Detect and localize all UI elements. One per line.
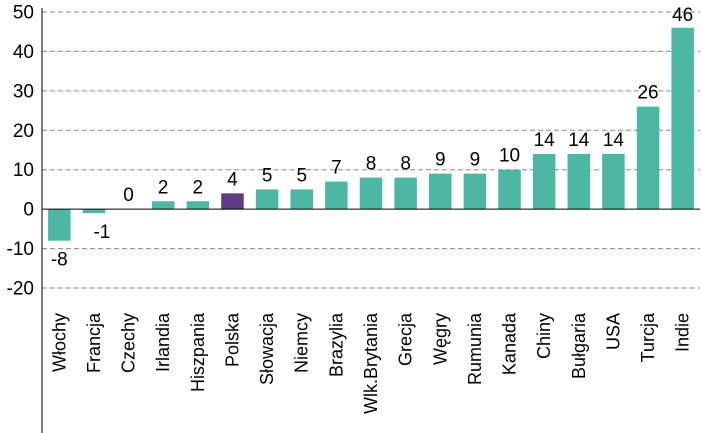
data-label-16: 14 <box>603 130 625 151</box>
data-label-15: 14 <box>568 130 590 151</box>
category-label-10: Grecja <box>396 312 416 366</box>
bar-12 <box>463 173 487 210</box>
bar-15 <box>567 153 591 210</box>
category-label-5: Polska <box>222 312 242 367</box>
bar-6 <box>255 189 279 210</box>
data-label-17: 26 <box>637 83 658 104</box>
bars <box>48 27 694 241</box>
data-label-10: 8 <box>400 154 411 175</box>
category-label-16: USA <box>603 313 623 350</box>
bar-17 <box>636 106 660 210</box>
category-label-9: Wlk.Brytania <box>361 312 381 414</box>
data-label-18: 46 <box>672 5 693 26</box>
category-label-6: Słowacja <box>257 312 277 385</box>
gridlines <box>42 11 700 289</box>
bar-8 <box>325 181 348 210</box>
data-label-6: 5 <box>262 165 273 186</box>
category-label-3: Irlandia <box>153 312 173 372</box>
bar-11 <box>429 173 452 210</box>
category-label-4: Hiszpania <box>188 312 208 392</box>
data-label-9: 8 <box>366 154 377 175</box>
data-label-7: 5 <box>296 165 307 186</box>
data-label-11: 9 <box>435 150 446 171</box>
y-tick-label: 40 <box>13 42 34 63</box>
category-label-8: Brazylia <box>326 312 346 377</box>
category-label-13: Kanada <box>500 312 520 375</box>
bar-14 <box>532 153 556 210</box>
bar-5 <box>221 193 244 210</box>
data-label-5: 4 <box>227 169 238 190</box>
y-tick-label: 0 <box>23 200 34 221</box>
category-label-12: Rumunia <box>465 312 485 385</box>
y-tick-label: 30 <box>13 81 34 102</box>
data-label-14: 14 <box>534 130 556 151</box>
data-label-1: -1 <box>93 222 110 243</box>
bar-7 <box>290 189 313 210</box>
category-label-1: Francja <box>84 312 104 373</box>
y-tick-label: 50 <box>13 3 34 24</box>
bar-13 <box>498 169 521 210</box>
data-label-2: 0 <box>123 185 134 206</box>
category-labels: Włochy Francja Czechy Irlandia Hiszpania Pols… <box>49 312 692 414</box>
bar-1 <box>82 209 106 214</box>
data-label-12: 9 <box>470 150 481 171</box>
bar-10 <box>394 177 417 210</box>
bar-18 <box>671 27 694 210</box>
data-label-0: -8 <box>51 250 68 271</box>
y-axis-tick-labels: 50 40 30 20 10 0 -10 -20 <box>7 3 34 300</box>
y-tick-label: 10 <box>13 160 34 181</box>
data-label-13: 10 <box>499 146 520 167</box>
y-tick-label: -20 <box>7 279 34 300</box>
bar-3 <box>151 201 175 210</box>
category-label-11: Węgry <box>430 313 450 365</box>
y-tick-label: 20 <box>13 121 34 142</box>
category-label-15: Bułgaria <box>569 312 589 379</box>
y-tick-label: -10 <box>7 239 34 260</box>
category-label-0: Włochy <box>49 313 69 372</box>
category-label-7: Niemcy <box>292 313 312 373</box>
data-label-8: 7 <box>331 158 342 179</box>
category-label-18: Indie <box>673 313 693 352</box>
data-labels: -8 -1 0 2 2 4 5 5 7 8 8 9 9 10 14 14 14 26 46 <box>51 5 693 271</box>
category-label-2: Czechy <box>119 313 139 373</box>
bar-9 <box>359 177 383 210</box>
bar-16 <box>602 153 625 210</box>
bar-4 <box>186 201 210 210</box>
category-label-14: Chiny <box>534 313 554 359</box>
category-label-17: Turcja <box>638 312 658 362</box>
bar-0 <box>48 209 71 241</box>
data-label-3: 2 <box>158 177 169 198</box>
data-label-4: 2 <box>193 177 204 198</box>
